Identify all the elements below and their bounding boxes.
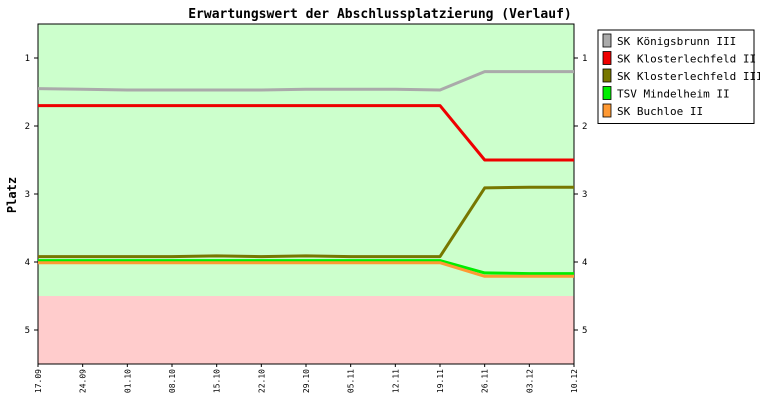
y-tick-label-left: 4 xyxy=(25,258,30,268)
x-tick-label: 08.10 xyxy=(168,369,177,393)
legend-label: SK Königsbrunn III xyxy=(617,35,736,48)
y-tick-label-right: 3 xyxy=(582,190,587,200)
legend-label: SK Klosterlechfeld III xyxy=(617,70,760,83)
y-tick-label-right: 1 xyxy=(582,54,587,64)
y-tick-label-left: 3 xyxy=(25,190,30,200)
y-tick-label-left: 5 xyxy=(25,326,30,336)
x-tick-label: 10.12 xyxy=(570,369,579,393)
series-line-2 xyxy=(38,185,574,259)
legend-label: SK Klosterlechfeld II xyxy=(617,53,756,66)
legend-swatch xyxy=(602,103,612,118)
x-tick-label: 03.12 xyxy=(525,369,534,393)
legend-box xyxy=(597,29,755,124)
x-tick-label: 12.11 xyxy=(391,369,400,393)
legend-label: SK Buchloe II xyxy=(617,105,703,118)
x-tick-label: 24.09 xyxy=(79,369,88,393)
chart-title: Erwartungswert der Abschlussplatzierung … xyxy=(188,7,572,22)
legend-swatch xyxy=(602,86,612,100)
x-axis-ticks: 17.09 24.09 01.10 08.10 15.10 22.10 29.10 05.11… xyxy=(34,364,579,393)
x-tick-label: 26.11 xyxy=(481,369,490,393)
y-axis-ticks-left: 1 2 3 4 5 xyxy=(25,54,38,336)
y-tick-label-left: 1 xyxy=(25,54,30,64)
zone-1 xyxy=(38,296,574,364)
legend-swatch xyxy=(602,68,612,83)
x-tick-label: 19.11 xyxy=(436,369,445,393)
legend-swatch xyxy=(602,33,612,48)
legend-label: TSV Mindelheim II xyxy=(617,88,730,101)
series-line-1 xyxy=(38,104,574,162)
x-tick-label: 05.11 xyxy=(347,369,356,393)
series-lines xyxy=(37,70,574,278)
y-tick-label-right: 5 xyxy=(582,326,587,336)
y-tick-label-left: 2 xyxy=(25,122,30,132)
y-tick-label-right: 2 xyxy=(582,122,587,132)
legend: SK Königsbrunn III SK Klosterlechfeld II S… xyxy=(597,29,760,124)
x-tick-label: 22.10 xyxy=(257,369,266,393)
y-tick-label-right: 4 xyxy=(582,258,587,268)
x-tick-label: 15.10 xyxy=(213,369,222,393)
series-line-4 xyxy=(38,261,574,278)
x-tick-label: 01.10 xyxy=(123,369,132,393)
legend-swatch xyxy=(602,51,612,65)
x-tick-label: 17.09 xyxy=(34,369,43,393)
x-tick-label: 29.10 xyxy=(302,369,311,393)
series-line-3 xyxy=(38,259,574,276)
y-axis-ticks-right: 1 2 3 4 5 xyxy=(574,54,587,336)
series-line-0 xyxy=(37,70,574,92)
background-zones xyxy=(38,24,574,364)
y-axis-label: Platz xyxy=(5,177,19,213)
